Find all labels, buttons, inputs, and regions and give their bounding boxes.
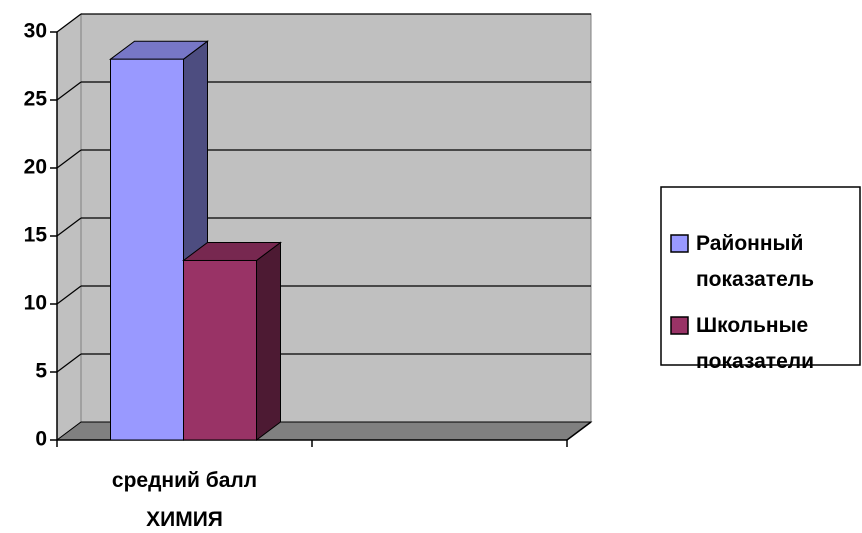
grid-line-side <box>56 149 82 169</box>
legend-box <box>660 186 861 366</box>
legend-swatch <box>670 234 689 253</box>
y-tick-label: 0 <box>35 428 47 451</box>
bar <box>183 259 257 441</box>
y-tick-label: 20 <box>24 156 47 179</box>
x-tick-label: средний балл ХИМИЯ <box>112 469 257 531</box>
grid-line-side <box>56 13 82 33</box>
bar-side <box>256 241 281 441</box>
grid-line-side <box>56 285 82 305</box>
legend-label: Школьные показатели <box>696 314 814 373</box>
bar <box>110 58 184 441</box>
legend-label: Районный показатель <box>696 232 814 291</box>
y-tick-label: 5 <box>35 360 47 383</box>
y-tick-label: 10 <box>24 292 47 315</box>
legend-swatch <box>670 316 689 335</box>
grid-line-side <box>56 81 82 101</box>
grid-line-side <box>56 217 82 237</box>
y-tick-label: 25 <box>24 88 48 111</box>
grid-line-side <box>56 353 82 373</box>
x-axis-depth <box>566 421 592 441</box>
y-tick-label: 15 <box>24 224 48 247</box>
y-tick-label: 30 <box>24 20 47 43</box>
